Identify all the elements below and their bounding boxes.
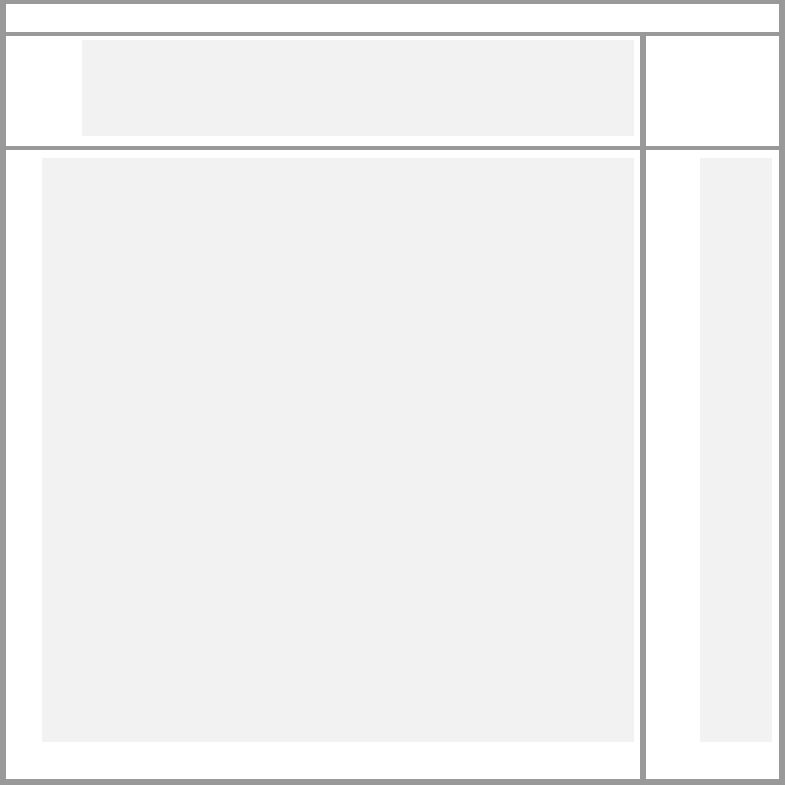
panel-height-vs-north-south[interactable] bbox=[646, 150, 779, 779]
panel-source-count bbox=[646, 36, 779, 146]
panel-height-vs-east-west[interactable] bbox=[6, 36, 640, 146]
map-geography bbox=[42, 158, 634, 742]
plot-area-plan-view-map[interactable] bbox=[42, 158, 634, 742]
plot-area-height-vs-north-south[interactable] bbox=[700, 158, 772, 742]
window-titlebar bbox=[6, 4, 779, 32]
panel-plan-view-map[interactable] bbox=[6, 150, 640, 779]
plot-area-height-vs-east-west[interactable] bbox=[82, 40, 634, 136]
